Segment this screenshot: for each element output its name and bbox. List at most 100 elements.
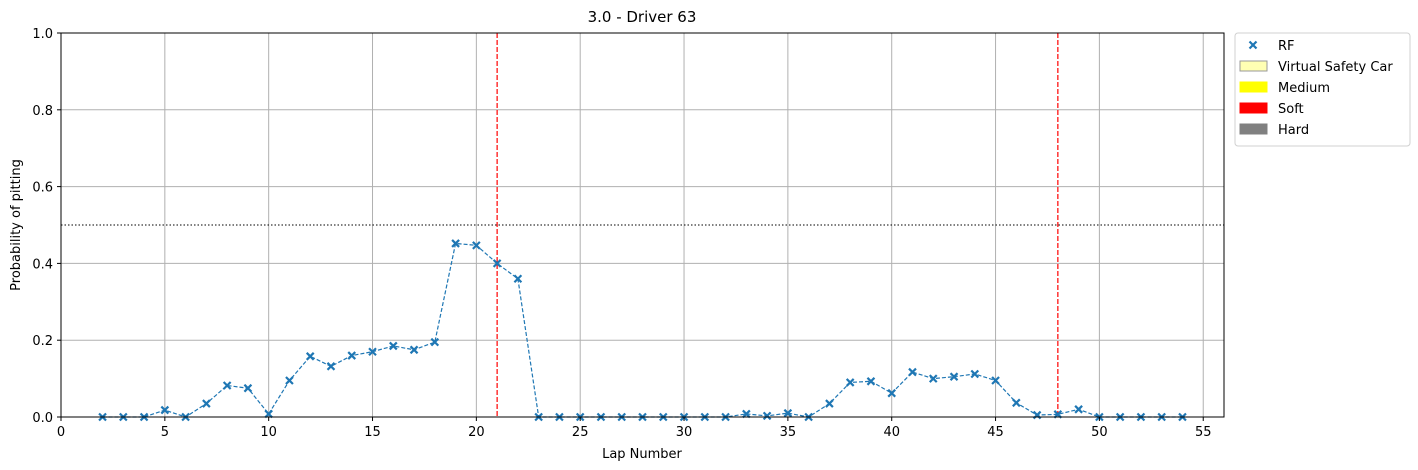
data-point	[866, 377, 876, 386]
y-axis-ticks: 0.0 0.2 0.4 0.6 0.8 1.0	[32, 27, 61, 426]
legend: RF Virtual Safety Car Medium Soft Hard	[1234, 32, 1411, 147]
x-tick-label: 25	[572, 425, 589, 440]
data-point-stroke	[368, 347, 377, 356]
data-point	[845, 378, 855, 387]
y-tick-label: 0.0	[32, 411, 53, 426]
data-point	[908, 367, 917, 377]
data-point	[368, 347, 377, 356]
data-point-stroke	[451, 239, 460, 248]
x-axis-label: Lap Number	[602, 447, 682, 462]
legend-label: Hard	[1278, 123, 1309, 138]
x-tick-label: 0	[57, 425, 65, 440]
data-point-stroke	[1012, 398, 1021, 408]
x-tick-label: 30	[676, 425, 693, 440]
data-point-stroke	[970, 369, 980, 379]
legend-frame	[1234, 32, 1411, 147]
data-point	[783, 408, 793, 418]
legend-label: Medium	[1278, 81, 1330, 96]
y-tick-label: 0.2	[32, 334, 53, 349]
data-point-stroke	[742, 409, 751, 419]
legend-marker	[1248, 40, 1258, 50]
x-tick-label: 20	[468, 425, 485, 440]
data-point-stroke	[887, 388, 896, 398]
data-point-stroke	[305, 352, 315, 361]
data-point	[742, 409, 751, 419]
data-point-stroke	[783, 408, 793, 418]
x-tick-label: 15	[364, 425, 381, 440]
data-point-stroke	[202, 399, 211, 408]
data-point-stroke	[1074, 405, 1083, 414]
data-point	[451, 239, 460, 248]
x-tick-label: 50	[1091, 425, 1108, 440]
data-point	[430, 337, 440, 347]
y-tick-label: 0.6	[32, 181, 53, 196]
data-point-stroke	[160, 405, 170, 415]
pit-stop-lines	[496, 33, 1059, 417]
data-point	[285, 376, 294, 385]
data-point	[264, 409, 273, 419]
data-point	[222, 381, 232, 390]
data-point	[409, 345, 419, 355]
legend-patch	[1239, 81, 1268, 93]
y-tick-label: 0.4	[32, 257, 53, 272]
legend-patch	[1239, 60, 1268, 72]
data-point	[1012, 398, 1021, 408]
data-point-stroke	[347, 351, 357, 360]
data-point-stroke	[949, 372, 959, 381]
data-point	[472, 241, 481, 250]
data-point	[1074, 405, 1083, 414]
data-point-stroke	[928, 374, 938, 383]
data-point-stroke	[430, 337, 440, 347]
data-point-stroke	[264, 409, 273, 419]
data-point	[389, 341, 398, 351]
legend-label: RF	[1278, 39, 1295, 54]
chart-title: 3.0 - Driver 63	[588, 8, 697, 26]
data-point-stroke	[472, 241, 481, 250]
legend-label: Virtual Safety Car	[1278, 60, 1393, 75]
y-axis-label: Probability of pitting	[9, 159, 24, 291]
data-point-stroke	[908, 367, 917, 377]
data-point-stroke	[409, 345, 419, 355]
data-point-stroke	[825, 399, 834, 408]
x-tick-label: 5	[161, 425, 169, 440]
data-point-stroke	[845, 378, 855, 387]
data-point-stroke	[492, 259, 502, 268]
data-point	[326, 362, 336, 371]
x-tick-label: 10	[260, 425, 277, 440]
data-point	[160, 405, 170, 415]
data-point	[243, 383, 253, 393]
data-point-stroke	[866, 377, 876, 386]
data-point	[991, 376, 1000, 385]
data-point	[513, 274, 523, 284]
data-point-stroke	[243, 383, 253, 393]
y-tick-label: 0.8	[32, 104, 53, 119]
data-point	[970, 369, 980, 379]
data-point	[928, 374, 938, 383]
y-tick-label: 1.0	[32, 27, 53, 42]
legend-patch	[1239, 123, 1268, 135]
data-point	[762, 411, 772, 421]
legend-label: Soft	[1278, 102, 1304, 117]
data-point	[492, 259, 502, 268]
data-point-stroke	[389, 341, 398, 351]
x-tick-label: 40	[883, 425, 900, 440]
data-point	[825, 399, 834, 408]
data-point	[887, 388, 896, 398]
data-point-stroke	[285, 376, 294, 385]
data-point-stroke	[513, 274, 523, 284]
legend-patch	[1239, 102, 1268, 114]
series-rf	[98, 239, 1187, 422]
x-tick-label: 55	[1195, 425, 1212, 440]
series-line	[102, 242, 1183, 418]
x-tick-label: 45	[987, 425, 1004, 440]
data-point-stroke	[222, 381, 232, 390]
data-point	[305, 352, 315, 361]
x-axis-ticks: 0 5 10 15 20 25 30 35 40 45 50 55	[57, 417, 1212, 440]
data-point-stroke	[991, 376, 1000, 385]
data-point	[949, 372, 959, 381]
data-point-stroke	[762, 411, 772, 421]
plot-frame	[60, 32, 1225, 418]
x-tick-label: 35	[780, 425, 797, 440]
data-point	[202, 399, 211, 408]
